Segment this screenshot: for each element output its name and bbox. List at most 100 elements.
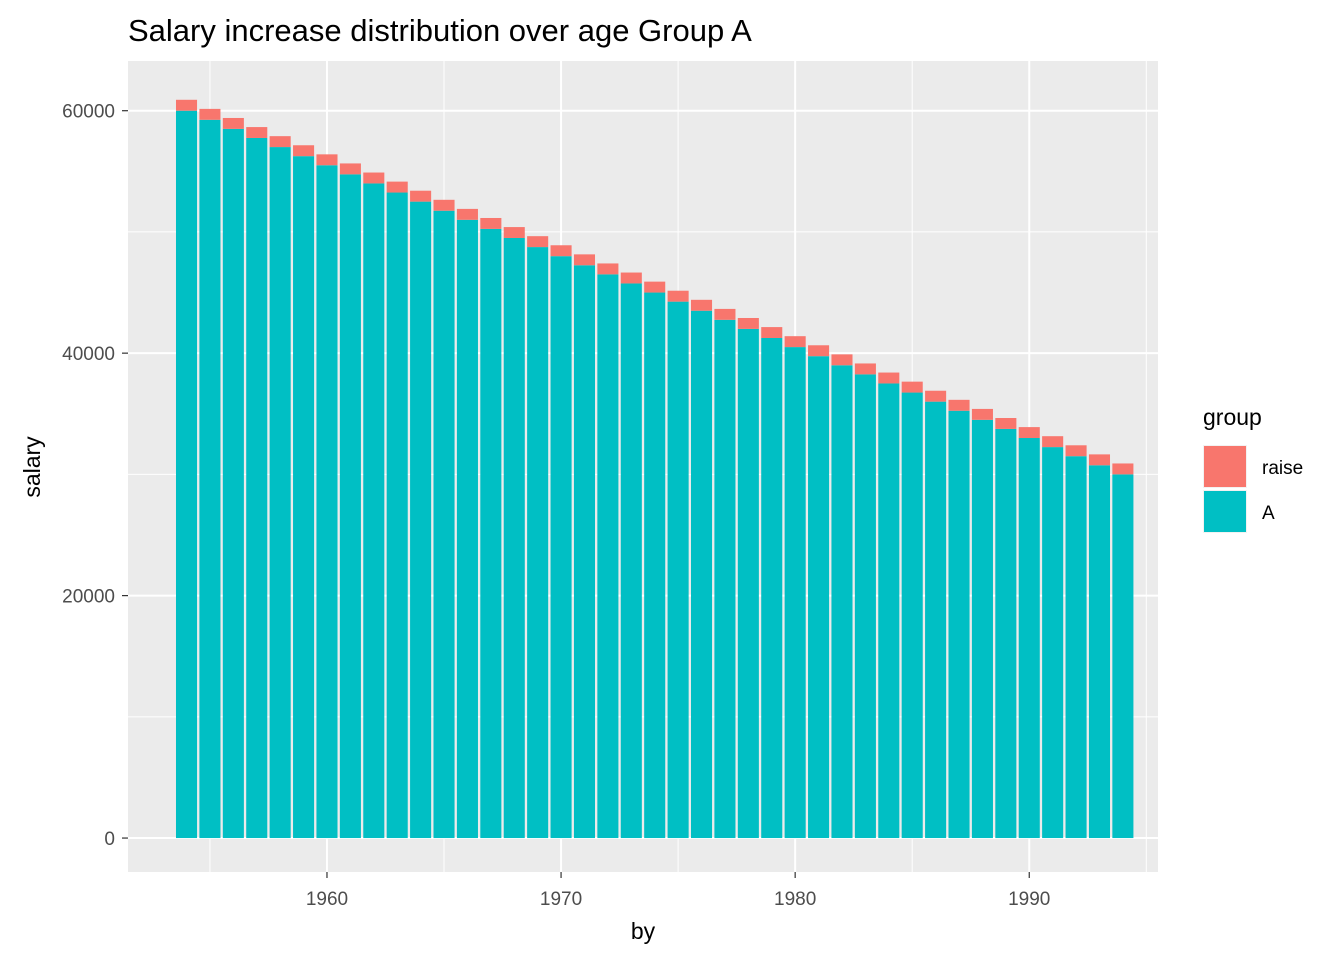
bar-raise-1984 bbox=[878, 372, 900, 384]
bar-A-1986 bbox=[925, 401, 947, 839]
legend-swatch-raise bbox=[1204, 446, 1246, 487]
bar-raise-1964 bbox=[410, 190, 432, 202]
bar-raise-1979 bbox=[761, 327, 783, 339]
bar-A-1980 bbox=[784, 347, 806, 839]
bar-raise-1962 bbox=[363, 172, 385, 184]
bar-A-1972 bbox=[597, 274, 619, 839]
bar-A-1992 bbox=[1065, 456, 1087, 839]
bar-A-1975 bbox=[667, 301, 689, 839]
bar-A-1983 bbox=[854, 374, 876, 839]
x-axis-title: by bbox=[631, 918, 656, 944]
bar-A-1982 bbox=[831, 365, 853, 839]
bar-raise-1966 bbox=[456, 208, 478, 220]
bar-raise-1972 bbox=[597, 263, 619, 275]
bar-A-1974 bbox=[644, 292, 666, 839]
y-tick-label: 60000 bbox=[62, 102, 115, 123]
x-tick-label: 1980 bbox=[774, 889, 816, 910]
bar-A-1981 bbox=[808, 356, 830, 839]
bar-A-1965 bbox=[433, 210, 455, 839]
bar-raise-1956 bbox=[222, 117, 244, 129]
y-tick-label: 40000 bbox=[62, 344, 115, 365]
bar-A-1969 bbox=[527, 247, 549, 839]
bar-A-1959 bbox=[293, 156, 315, 839]
bar-A-1979 bbox=[761, 338, 783, 839]
bar-A-1987 bbox=[948, 410, 970, 839]
bar-A-1957 bbox=[246, 137, 268, 839]
bar-A-1964 bbox=[410, 201, 432, 839]
bar-raise-1988 bbox=[971, 408, 993, 420]
bar-A-1954 bbox=[175, 110, 198, 839]
y-axis: 0 20000 40000 60000 bbox=[62, 102, 128, 850]
bar-A-1976 bbox=[690, 310, 713, 839]
bar-A-1993 bbox=[1088, 465, 1111, 839]
bar-A-1970 bbox=[550, 256, 572, 839]
bar-raise-1959 bbox=[293, 145, 315, 157]
legend-label-A: A bbox=[1262, 503, 1275, 524]
bar-raise-1992 bbox=[1065, 445, 1087, 457]
bar-raise-1969 bbox=[527, 236, 549, 248]
x-axis: 1960 1970 1980 1990 bbox=[306, 872, 1050, 910]
bar-raise-1965 bbox=[433, 199, 455, 211]
bar-raise-1973 bbox=[620, 272, 642, 284]
bar-raise-1980 bbox=[784, 336, 806, 348]
bar-raise-1985 bbox=[901, 381, 923, 393]
bar-raise-1954 bbox=[175, 99, 198, 111]
bar-A-1984 bbox=[878, 383, 900, 839]
bar-A-1973 bbox=[620, 283, 642, 839]
bar-A-1991 bbox=[1042, 447, 1064, 839]
bar-raise-1987 bbox=[948, 399, 970, 411]
bar-raise-1968 bbox=[503, 227, 525, 238]
bar-raise-1957 bbox=[246, 127, 268, 138]
bar-A-1990 bbox=[1018, 438, 1040, 839]
bar-raise-1982 bbox=[831, 354, 853, 366]
bar-raise-1994 bbox=[1112, 463, 1134, 475]
bar-A-1958 bbox=[269, 147, 291, 839]
bar-raise-1955 bbox=[199, 108, 221, 120]
bar-raise-1975 bbox=[667, 290, 689, 302]
bar-raise-1958 bbox=[269, 136, 291, 148]
bar-A-1968 bbox=[503, 237, 525, 839]
bar-raise-1983 bbox=[854, 363, 876, 375]
bar-raise-1990 bbox=[1018, 427, 1040, 439]
bar-raise-1961 bbox=[339, 163, 361, 175]
bar-A-1988 bbox=[971, 419, 993, 839]
bar-raise-1970 bbox=[550, 245, 572, 257]
bar-raise-1967 bbox=[480, 217, 502, 229]
bar-raise-1981 bbox=[808, 345, 830, 357]
bar-A-1985 bbox=[901, 392, 923, 839]
bar-A-1956 bbox=[222, 128, 244, 839]
x-tick-label: 1960 bbox=[306, 889, 348, 910]
legend-label-raise: raise bbox=[1262, 458, 1303, 479]
bar-raise-1986 bbox=[925, 390, 947, 402]
x-tick-label: 1990 bbox=[1008, 889, 1050, 910]
bar-raise-1993 bbox=[1088, 454, 1111, 466]
bar-raise-1989 bbox=[995, 418, 1017, 429]
bar-A-1966 bbox=[456, 219, 478, 839]
bar-raise-1976 bbox=[690, 299, 713, 311]
bar-A-1978 bbox=[737, 328, 759, 839]
y-tick-label: 0 bbox=[104, 829, 115, 850]
legend-title: group bbox=[1203, 404, 1262, 430]
bar-raise-1960 bbox=[316, 154, 338, 166]
bar-raise-1963 bbox=[386, 181, 408, 193]
bar-A-1955 bbox=[199, 119, 221, 839]
bar-A-1971 bbox=[573, 265, 596, 839]
bar-raise-1974 bbox=[644, 281, 666, 293]
bars bbox=[175, 99, 1134, 839]
bar-A-1977 bbox=[714, 319, 736, 839]
legend-swatch-A bbox=[1204, 491, 1246, 532]
y-tick-label: 20000 bbox=[62, 587, 115, 608]
bar-raise-1971 bbox=[573, 254, 596, 266]
bar-A-1961 bbox=[339, 174, 361, 839]
bar-A-1994 bbox=[1112, 474, 1134, 839]
bar-raise-1978 bbox=[737, 317, 759, 329]
bar-A-1962 bbox=[363, 183, 385, 839]
bar-A-1960 bbox=[316, 165, 338, 839]
bar-raise-1977 bbox=[714, 308, 736, 320]
legend: group raise A bbox=[1203, 404, 1303, 533]
bar-A-1967 bbox=[480, 228, 502, 839]
bar-A-1963 bbox=[386, 192, 408, 839]
y-axis-title: salary bbox=[19, 436, 45, 498]
chart-title: Salary increase distribution over age Gr… bbox=[128, 13, 752, 48]
